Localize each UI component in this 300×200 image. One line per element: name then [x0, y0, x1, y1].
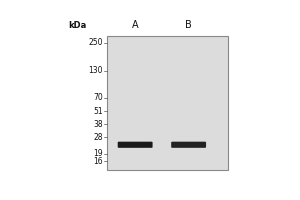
Text: 19: 19: [93, 149, 103, 158]
FancyBboxPatch shape: [118, 142, 153, 148]
Bar: [107, 36, 228, 170]
Text: 16: 16: [93, 157, 103, 166]
Text: kDa: kDa: [68, 21, 86, 30]
FancyBboxPatch shape: [171, 142, 206, 148]
Text: 250: 250: [88, 38, 103, 47]
Text: A: A: [132, 20, 139, 30]
Text: B: B: [185, 20, 192, 30]
Text: 70: 70: [93, 93, 103, 102]
Text: 38: 38: [93, 120, 103, 129]
Text: 28: 28: [93, 133, 103, 142]
Text: 51: 51: [93, 107, 103, 116]
Text: 130: 130: [88, 66, 103, 75]
